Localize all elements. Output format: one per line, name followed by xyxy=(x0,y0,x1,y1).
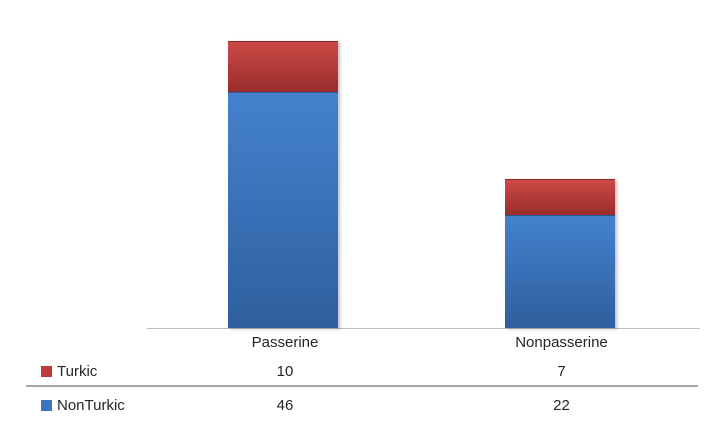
legend-item-nonturkic: NonTurkic xyxy=(0,397,147,414)
bar-nonpasserine xyxy=(505,179,615,328)
nonturkic-legend-swatch-icon xyxy=(41,399,52,411)
table-row-nonturkic: NonTurkic 46 22 xyxy=(0,386,720,424)
value-turkic-passerine: 10 xyxy=(276,362,294,380)
bar-passerine xyxy=(228,41,338,328)
category-label-nonpasserine: Nonpasserine xyxy=(515,333,608,351)
turkic-legend-swatch-icon xyxy=(41,365,52,377)
table-row-turkic: Turkic 10 7 xyxy=(0,356,720,386)
segment-passerine-turkic xyxy=(228,41,338,92)
table-separator-line xyxy=(26,385,698,387)
legend-item-turkic: Turkic xyxy=(0,363,147,380)
category-label-passerine: Passerine xyxy=(251,333,319,351)
value-nonturkic-nonpasserine: 22 xyxy=(553,396,570,414)
category-row: Passerine Nonpasserine xyxy=(0,328,720,356)
value-turkic-nonpasserine: 7 xyxy=(557,362,566,380)
plot-area xyxy=(147,0,700,329)
nonturkic-series-label: NonTurkic xyxy=(57,396,125,414)
segment-passerine-nonturkic xyxy=(228,92,338,328)
data-table: Passerine Nonpasserine Turkic 10 7 NonTu… xyxy=(0,328,720,424)
turkic-series-label: Turkic xyxy=(57,362,98,380)
segment-nonpasserine-turkic xyxy=(505,179,615,215)
value-nonturkic-passerine: 46 xyxy=(276,396,294,414)
segment-nonpasserine-nonturkic xyxy=(505,215,615,328)
